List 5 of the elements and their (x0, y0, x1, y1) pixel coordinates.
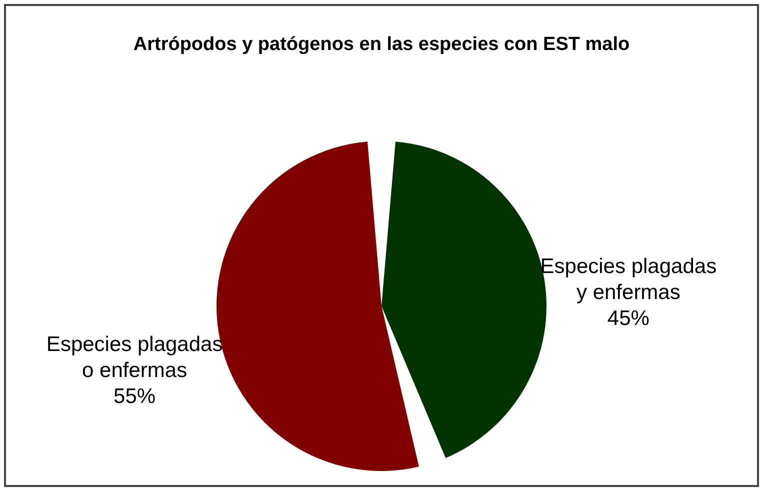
chart-title: Artrópodos y patógenos en las especies con EST malo (133, 34, 630, 55)
data-label: 55% (114, 385, 156, 408)
slice-label: Especies plagadas o enfermas (46, 333, 223, 382)
slice-label: Especies plagadas y enfermas (540, 254, 717, 304)
data-label: 45% (607, 306, 650, 330)
